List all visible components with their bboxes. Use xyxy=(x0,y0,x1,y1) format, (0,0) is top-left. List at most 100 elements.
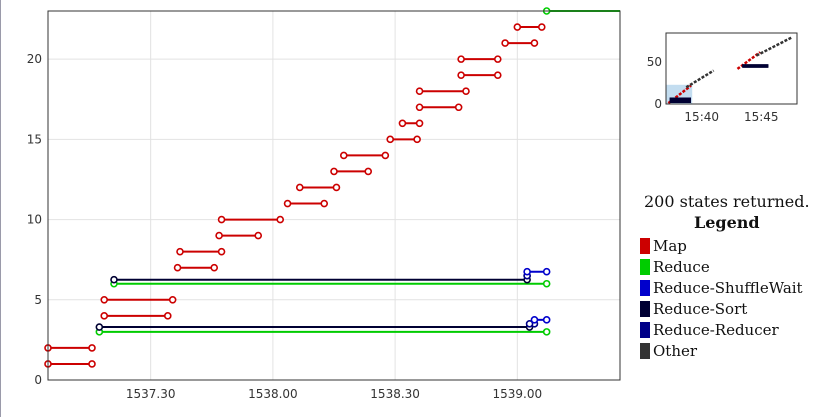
segment-map[interactable] xyxy=(295,183,341,192)
segment-end-marker xyxy=(542,316,551,324)
segment-end-marker xyxy=(493,55,502,63)
timeline-plot-frame xyxy=(47,10,621,381)
overview-x-tick-label: 15:45 xyxy=(744,110,779,124)
segment-end-marker xyxy=(542,328,551,336)
segment-map[interactable] xyxy=(217,215,285,224)
segment-start-marker xyxy=(457,55,465,63)
legend-label-reduce: Reduce xyxy=(653,257,710,276)
legend-item-other[interactable]: Other xyxy=(640,340,803,361)
timeline-ticks: 1537.30 1538.00 1538.30 1539.00 0 5 10 15 20 xyxy=(27,52,542,401)
segment-start-marker xyxy=(513,23,522,31)
legend-item-reduce[interactable]: Reduce xyxy=(640,256,803,277)
segment-map[interactable] xyxy=(173,263,219,272)
segment-map[interactable] xyxy=(100,312,172,320)
legend-swatch-reduce-shufflewait xyxy=(640,279,650,296)
states-returned-text: 200 states returned. xyxy=(644,192,810,211)
x-tick-label: 1539.00 xyxy=(493,387,543,401)
segment-map[interactable] xyxy=(100,295,177,304)
legend-item-reduce-shufflewait[interactable]: Reduce-ShuffleWait xyxy=(640,277,803,298)
y-tick-label: 10 xyxy=(27,213,42,227)
segment-map[interactable] xyxy=(339,151,390,160)
segment-start-marker xyxy=(176,247,184,256)
segment-map[interactable] xyxy=(398,119,424,128)
segment-start-marker xyxy=(398,119,407,128)
y-tick-label: 0 xyxy=(34,373,42,387)
segment-start-marker xyxy=(95,323,104,331)
segment-start-marker xyxy=(530,316,539,324)
segment-map[interactable] xyxy=(44,344,96,352)
segment-start-marker xyxy=(110,275,118,284)
segment-map[interactable] xyxy=(215,231,263,240)
segment-start-marker xyxy=(457,71,465,79)
segment-start-marker xyxy=(525,320,534,328)
segment-map[interactable] xyxy=(330,167,373,176)
overview-ticks: 15:40 15:45 0 50 xyxy=(647,55,779,124)
segment-map[interactable] xyxy=(501,39,539,47)
legend-swatch-reduce xyxy=(640,258,650,275)
segment-start-marker xyxy=(215,231,223,240)
overview-x-tick-label: 15:40 xyxy=(684,110,719,124)
segment-start-marker xyxy=(217,215,226,224)
segment-reduce[interactable] xyxy=(95,328,551,336)
segment-start-marker xyxy=(415,103,424,112)
segment-end-marker xyxy=(530,39,539,47)
segment-end-marker xyxy=(493,71,502,79)
segment-end-marker xyxy=(88,360,96,368)
legend-swatch-reduce-sort xyxy=(640,300,650,317)
segment-end-marker xyxy=(210,263,219,272)
segment-end-marker xyxy=(364,167,373,176)
segment-map[interactable] xyxy=(457,71,502,79)
x-tick-label: 1538.00 xyxy=(248,387,298,401)
legend-label-map: Map xyxy=(653,236,687,255)
segment-reduce-shufflewait[interactable] xyxy=(523,267,551,276)
legend-label-reduce-sort: Reduce-Sort xyxy=(653,299,748,318)
timeline-chart[interactable]: 1537.30 1538.00 1538.30 1539.00 0 5 10 15 20 xyxy=(0,0,640,417)
segment-end-marker xyxy=(415,119,424,128)
segment-start-marker xyxy=(330,167,338,176)
overview-segment-other xyxy=(685,69,715,89)
segment-reduce-sort[interactable] xyxy=(110,275,531,284)
segment-end-marker xyxy=(381,151,390,160)
overview-content xyxy=(666,36,793,105)
segment-end-marker xyxy=(276,215,285,224)
segment-map[interactable] xyxy=(457,55,502,63)
segment-end-marker xyxy=(320,199,329,208)
segment-start-marker xyxy=(100,312,109,320)
segment-end-marker xyxy=(163,312,172,320)
legend-swatch-reduce-reducer xyxy=(640,321,650,338)
legend-swatch-map xyxy=(640,237,650,254)
segment-end-marker xyxy=(88,344,96,352)
segment-map[interactable] xyxy=(415,87,470,96)
legend-item-reduce-sort[interactable]: Reduce-Sort xyxy=(640,298,803,319)
segment-start-marker xyxy=(501,39,509,47)
segment-end-marker xyxy=(537,23,546,31)
segment-end-marker xyxy=(462,87,470,96)
segment-map[interactable] xyxy=(415,103,463,112)
segment-start-marker xyxy=(415,87,424,96)
segment-start-marker xyxy=(100,295,109,304)
legend-label-reduce-shufflewait: Reduce-ShuffleWait xyxy=(653,278,803,297)
legend-label-other: Other xyxy=(653,341,698,360)
segment-end-marker xyxy=(254,231,263,240)
legend-item-map[interactable]: Map xyxy=(640,235,803,256)
segment-map[interactable] xyxy=(513,23,546,31)
segment-reduce-shufflewait[interactable] xyxy=(530,316,551,324)
segment-start-marker xyxy=(283,199,292,208)
overview-chart[interactable]: 15:40 15:45 0 50 xyxy=(0,0,840,140)
overview-y-tick-label: 0 xyxy=(654,97,662,111)
segment-map[interactable] xyxy=(386,135,421,144)
segment-map[interactable] xyxy=(44,360,96,368)
segment-end-marker xyxy=(168,295,177,304)
y-tick-label: 20 xyxy=(27,52,42,66)
segment-reduce[interactable] xyxy=(110,279,551,288)
segment-end-marker xyxy=(542,279,551,288)
overview-y-tick-label: 50 xyxy=(647,55,662,69)
segment-end-marker xyxy=(217,247,226,256)
segment-map[interactable] xyxy=(176,247,226,256)
segment-reduce-sort[interactable] xyxy=(95,323,534,331)
segment-map[interactable] xyxy=(283,199,329,208)
legend-item-reduce-reducer[interactable]: Reduce-Reducer xyxy=(640,319,803,340)
segment-end-marker xyxy=(542,267,551,276)
segment-end-marker xyxy=(454,103,463,112)
overview-segment-other xyxy=(755,36,793,57)
